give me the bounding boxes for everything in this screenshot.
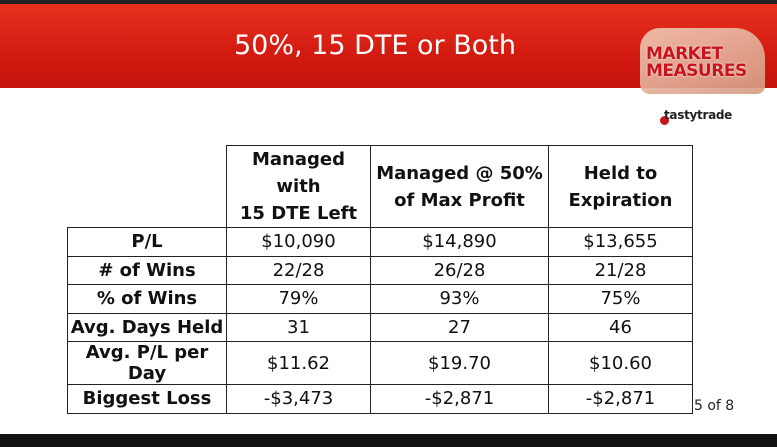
logo-hands: [640, 28, 765, 94]
cell: $11.62: [226, 341, 371, 385]
row-label: Avg. Days Held: [67, 312, 227, 342]
page-number: 5 of 8: [694, 398, 735, 414]
brand: tastytrade: [664, 108, 733, 122]
logo-text: MARKET: [646, 44, 723, 64]
cell: -$2,871: [370, 384, 549, 414]
cell: 79%: [226, 284, 371, 314]
table-row: Biggest Loss -$3,473 -$2,871 -$2,871: [67, 384, 693, 414]
row-label: P/L: [67, 227, 227, 257]
cell: $10,090: [226, 227, 371, 257]
slide-title: 50%, 15 DTE or Both: [234, 30, 516, 61]
cell: $19.70: [370, 341, 549, 385]
column-header: Held to Expiration: [548, 145, 693, 228]
cell: 22/28: [226, 255, 371, 285]
logo-text: MEASURES: [646, 61, 747, 81]
table-row: % of Wins 79% 93% 75%: [67, 284, 693, 314]
column-header: Managed with 15 DTE Left: [226, 145, 371, 228]
row-label: Biggest Loss: [67, 384, 227, 414]
cell: 26/28: [370, 255, 549, 285]
brand-icon: [660, 116, 669, 125]
row-label: % of Wins: [67, 284, 227, 314]
header-row: Managed with 15 DTE Left Managed @ 50% of…: [67, 145, 693, 228]
cell: $13,655: [548, 227, 693, 257]
cell: 46: [548, 312, 693, 342]
cell: 75%: [548, 284, 693, 314]
cell: 27: [370, 312, 549, 342]
cell: $14,890: [370, 227, 549, 257]
empty-cell: [67, 145, 227, 228]
row-label: # of Wins: [67, 255, 227, 285]
table-row: P/L $10,090 $14,890 $13,655: [67, 227, 693, 257]
cell: -$3,473: [226, 384, 371, 414]
column-header: Managed @ 50% of Max Profit: [370, 145, 549, 228]
table-row: Avg. P/L per Day $11.62 $19.70 $10.60: [67, 341, 693, 385]
cell: -$2,871: [548, 384, 693, 414]
table-row: # of Wins 22/28 26/28 21/28: [67, 255, 693, 285]
table-row: Avg. Days Held 31 27 46: [67, 312, 693, 342]
bottom-bar: [0, 434, 777, 447]
table: Managed with 15 DTE Left Managed @ 50% of…: [67, 145, 693, 414]
cell: 93%: [370, 284, 549, 314]
top-bar: [0, 0, 777, 4]
cell: 21/28: [548, 255, 693, 285]
cell: 31: [226, 312, 371, 342]
cell: $10.60: [548, 341, 693, 385]
logo: MARKET MEASURES: [640, 28, 765, 94]
row-label: Avg. P/L per Day: [67, 341, 227, 385]
